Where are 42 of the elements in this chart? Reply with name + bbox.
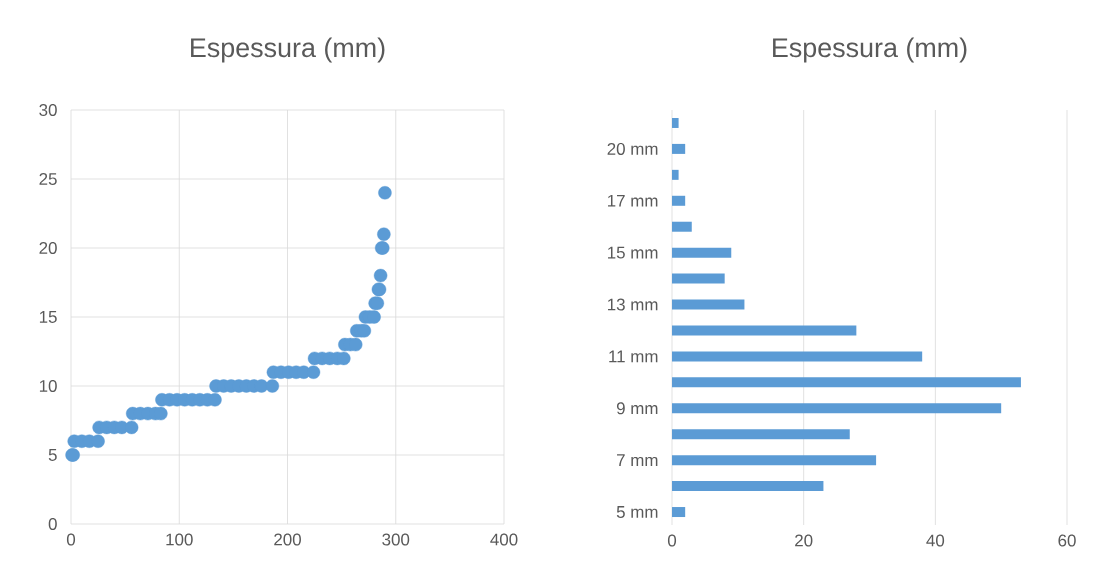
y-tick-label: 7 mm bbox=[617, 454, 658, 466]
bar bbox=[672, 195, 686, 206]
y-tick-label: 0 bbox=[48, 518, 57, 530]
bar bbox=[672, 429, 850, 440]
y-tick-label: 20 bbox=[39, 242, 57, 254]
chart-title: Espessura (mm) bbox=[773, 37, 967, 63]
y-tick-label: 17 mm bbox=[608, 194, 658, 207]
y-tick-label: 30 bbox=[39, 104, 57, 116]
chart-title: Espessura (mm) bbox=[191, 37, 385, 63]
bar bbox=[672, 273, 725, 284]
x-tick-label: 400 bbox=[490, 533, 518, 546]
y-tick-label: 9 mm bbox=[616, 402, 658, 415]
bar bbox=[672, 247, 732, 258]
bar bbox=[672, 377, 1021, 388]
y-tick-label: 25 bbox=[39, 173, 57, 185]
x-tick-label: 100 bbox=[166, 533, 193, 546]
y-tick-label: 10 bbox=[39, 380, 57, 392]
bar bbox=[672, 507, 686, 518]
bar bbox=[672, 481, 824, 492]
y-tick-label: 15 bbox=[39, 311, 57, 323]
y-tick-label: 15 mm bbox=[608, 246, 658, 259]
y-tick-label: 13 mm bbox=[608, 298, 658, 311]
y-tick-label: 20 mm bbox=[607, 142, 658, 155]
y-tick-label: 5 bbox=[48, 449, 57, 461]
y-tick-label: 5 mm bbox=[616, 506, 658, 518]
bar bbox=[672, 117, 679, 128]
bar bbox=[672, 455, 877, 466]
bar bbox=[672, 325, 857, 336]
x-tick-label: 60 bbox=[1058, 534, 1076, 547]
x-tick-label: 20 bbox=[795, 534, 813, 547]
x-tick-label: 200 bbox=[274, 533, 301, 546]
x-tick-label: 40 bbox=[926, 534, 945, 547]
y-tick-label: 11 mm bbox=[609, 350, 658, 363]
x-tick-label: 0 bbox=[66, 533, 76, 546]
x-tick-label: 300 bbox=[382, 533, 410, 546]
bar bbox=[672, 221, 692, 232]
bar bbox=[672, 169, 679, 180]
bar bbox=[672, 143, 686, 154]
bar bbox=[672, 299, 745, 310]
bar bbox=[672, 403, 1002, 414]
x-tick-label: 0 bbox=[667, 534, 677, 547]
bar bbox=[672, 351, 923, 362]
